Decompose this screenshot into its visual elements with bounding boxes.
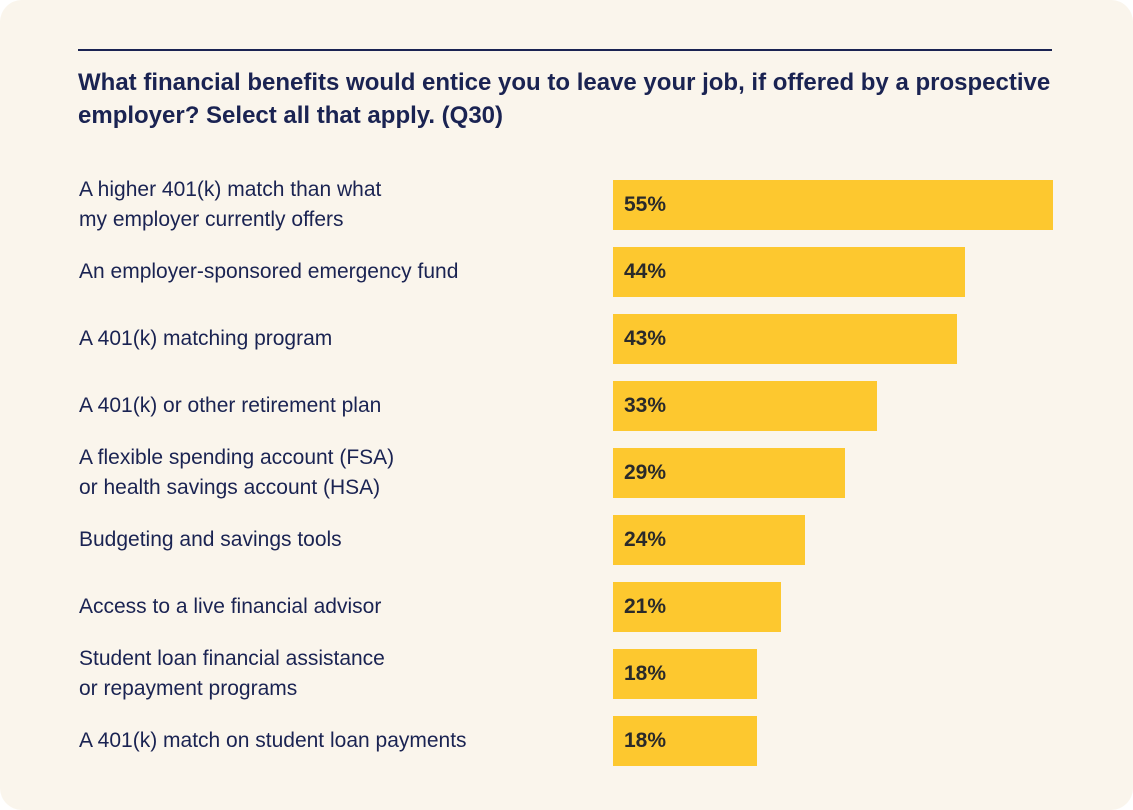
- category-label: A higher 401(k) match than what my emplo…: [79, 178, 382, 231]
- data-label: 43%: [624, 327, 667, 350]
- data-label: 55%: [624, 193, 667, 216]
- bar: [613, 314, 957, 364]
- category-label: An employer-sponsored emergency fund: [79, 260, 459, 283]
- data-label: 18%: [624, 729, 667, 752]
- data-label: 21%: [624, 595, 667, 618]
- category-label: A 401(k) matching program: [79, 327, 333, 350]
- category-label: Student loan financial assistance or rep…: [79, 647, 385, 700]
- bar: [613, 649, 757, 699]
- data-label: 24%: [624, 528, 667, 551]
- bar: [613, 515, 805, 565]
- data-label: 44%: [624, 260, 667, 283]
- bar: [613, 582, 781, 632]
- category-label: A 401(k) match on student loan payments: [79, 729, 467, 752]
- bar: [613, 180, 1053, 230]
- title-rule: [78, 49, 1052, 51]
- chart-title: What financial benefits would entice you…: [78, 69, 1051, 129]
- category-label: Budgeting and savings tools: [79, 528, 342, 551]
- data-label: 33%: [624, 394, 667, 417]
- bar: [613, 448, 845, 498]
- data-label: 18%: [624, 662, 667, 685]
- category-label: Access to a live financial advisor: [79, 595, 382, 618]
- bar: [613, 716, 757, 766]
- bar: [613, 247, 965, 297]
- bar: [613, 381, 877, 431]
- category-label: A flexible spending account (FSA) or hea…: [79, 446, 395, 499]
- category-label: A 401(k) or other retirement plan: [79, 394, 382, 417]
- data-label: 29%: [624, 461, 667, 484]
